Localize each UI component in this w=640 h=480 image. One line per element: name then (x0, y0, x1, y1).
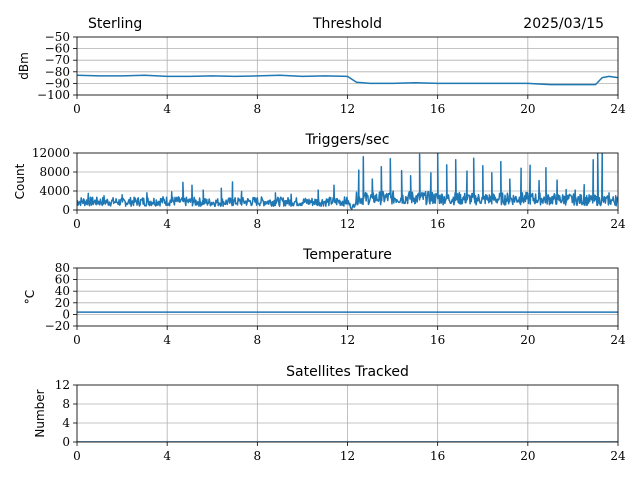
threshold-xtick-label-2: 8 (254, 102, 262, 116)
satellites-ytick-label-1: 4 (62, 416, 70, 430)
triggers-xtick-label-1: 4 (163, 217, 171, 231)
threshold-ytick-label-1: −60 (45, 42, 70, 56)
satellites-title: Satellites Tracked (286, 364, 409, 380)
satellites-ytick-label-2: 8 (62, 397, 70, 411)
satellites-ytick-label-0: 0 (62, 435, 70, 449)
temperature-ylabel: °C (23, 290, 37, 304)
triggers-series-line (77, 153, 618, 210)
triggers-xtick-label-4: 16 (430, 217, 445, 231)
triggers-ytick-label-2: 8000 (39, 165, 70, 179)
threshold-ylabel: dBm (17, 52, 31, 80)
triggers-ylabel: Count (13, 163, 27, 199)
threshold-panel: 0 4 8 12 16 20 24 −50−60−70−80−90−100 Threshold d… (17, 16, 626, 116)
triggers-xtick-label-2: 8 (254, 217, 262, 231)
temperature-title: Temperature (302, 247, 392, 263)
threshold-xtick-label-5: 20 (520, 102, 535, 116)
triggers-xtick-label-5: 20 (520, 217, 535, 231)
temperature-ytick-label-3: 40 (55, 284, 70, 298)
station-name: Sterling (88, 16, 142, 32)
temperature-xtick-label-2: 8 (254, 333, 262, 347)
satellites-xtick-label-0: 0 (73, 449, 81, 463)
threshold-title: Threshold (312, 16, 382, 32)
threshold-ytick-label-4: −90 (45, 76, 70, 90)
triggers-ytick-label-0: 0 (62, 203, 70, 217)
threshold-xtick-label-4: 16 (430, 102, 445, 116)
triggers-title: Triggers/sec (305, 132, 390, 148)
temperature-xtick-label-6: 24 (610, 333, 626, 347)
threshold-series-line (77, 74, 618, 86)
threshold-xtick-label-0: 0 (73, 102, 81, 116)
triggers-ytick-label-3: 12000 (32, 146, 70, 160)
satellites-panel: 0 4 8 12 16 20 24 0 4 8 12 Satellites Tracked Number (33, 364, 626, 463)
date-label: 2025/03/15 (523, 16, 604, 32)
temperature-ytick-label-0: −20 (45, 319, 70, 333)
triggers-panel: 0 4 8 12 16 20 24 0 4000 8000 12000 Triggers/sec Cou… (13, 132, 626, 231)
temperature-ytick-label-1: 0 (62, 307, 70, 321)
triggers-xtick-label-6: 24 (610, 217, 626, 231)
triggers-xtick-label-0: 0 (73, 217, 81, 231)
satellites-xtick-label-1: 4 (163, 449, 171, 463)
temperature-xtick-label-1: 4 (163, 333, 171, 347)
temperature-xtick-label-4: 16 (430, 333, 445, 347)
temperature-xtick-label-3: 12 (340, 333, 355, 347)
satellites-ytick-label-3: 12 (55, 378, 70, 392)
threshold-ytick-label-0: −50 (45, 30, 70, 44)
threshold-ytick-label-2: −70 (45, 53, 70, 67)
threshold-xtick-label-1: 4 (163, 102, 171, 116)
temperature-ytick-label-2: 20 (55, 296, 70, 310)
temperature-ytick-label-5: 80 (55, 261, 70, 275)
satellites-xtick-label-5: 20 (520, 449, 535, 463)
satellites-xtick-label-4: 16 (430, 449, 445, 463)
temperature-ytick-label-4: 60 (55, 273, 70, 287)
threshold-ytick-label-3: −80 (45, 65, 70, 79)
temperature-xtick-label-5: 20 (520, 333, 535, 347)
threshold-xtick-label-6: 24 (610, 102, 626, 116)
triggers-ytick-label-1: 4000 (39, 184, 70, 198)
triggers-xtick-label-3: 12 (340, 217, 355, 231)
satellites-ylabel: Number (33, 389, 47, 437)
satellites-xtick-label-6: 24 (610, 449, 626, 463)
satellites-xtick-label-2: 8 (254, 449, 262, 463)
temperature-xtick-label-0: 0 (73, 333, 81, 347)
satellites-xtick-label-3: 12 (340, 449, 355, 463)
threshold-xtick-label-3: 12 (340, 102, 355, 116)
threshold-ytick-label-5: −100 (37, 88, 70, 102)
